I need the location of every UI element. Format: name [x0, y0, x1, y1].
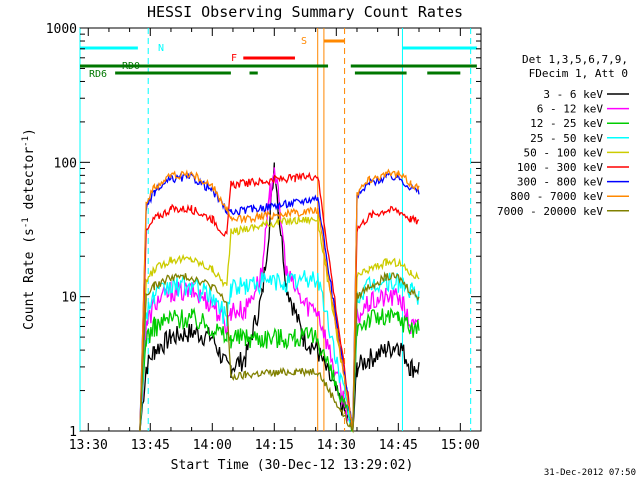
legend-label-0: 3 - 6 keV [543, 88, 603, 101]
series-line-4 [139, 215, 420, 432]
series-group [139, 162, 420, 434]
series-line-8 [139, 271, 420, 434]
legend-label-7: 800 - 7000 keV [510, 190, 603, 203]
y-tick-label-2: 100 [54, 156, 77, 171]
legend-label-1: 6 - 12 keV [537, 103, 604, 116]
legend-label-3: 25 - 50 keV [530, 132, 603, 145]
y-axis: 1 10 100 1000 [46, 22, 481, 440]
x-tick-label-4: 14:30 [317, 438, 356, 453]
y-tick-label-0: 1 [69, 425, 77, 440]
legend-header-0: Det 1,3,5,6,7,9, [522, 53, 628, 66]
legend-header-1: FDecim 1, Att 0 [529, 67, 628, 80]
flags-group: N F S RD0 RD6 [80, 36, 477, 80]
flag-label-1: F [231, 53, 237, 64]
legend-label-5: 100 - 300 keV [517, 161, 603, 174]
x-tick-label-3: 14:15 [255, 438, 294, 453]
series-line-5 [139, 171, 420, 432]
x-tick-label-0: 13:30 [69, 438, 108, 453]
x-axis: 13:30 13:45 14:00 14:15 14:30 14:45 15:00 [69, 28, 482, 453]
x-tick-label-6: 15:00 [441, 438, 480, 453]
legend: Det 1,3,5,6,7,9,FDecim 1, Att 0 3 - 6 keV… [497, 53, 629, 218]
x-tick-label-2: 14:00 [193, 438, 232, 453]
legend-label-4: 50 - 100 keV [524, 146, 604, 159]
flag-label-3: RD0 [122, 61, 140, 72]
chart-title: HESSI Observing Summary Count Rates [147, 3, 463, 21]
y-tick-label-3: 1000 [46, 22, 77, 37]
legend-label-2: 12 - 25 keV [530, 117, 603, 130]
x-tick-label-5: 14:45 [379, 438, 418, 453]
footer-date: 31-Dec-2012 07:50 [544, 468, 636, 478]
series-line-1 [139, 167, 420, 432]
legend-label-8: 7000 - 20000 keV [497, 205, 603, 218]
x-axis-label: Start Time (30-Dec-12 13:29:02) [171, 458, 414, 473]
series-line-7 [139, 168, 420, 432]
x-tick-label-1: 13:45 [131, 438, 170, 453]
y-tick-label-1: 10 [61, 291, 77, 306]
flag-label-0: N [158, 43, 164, 54]
series-line-2 [139, 306, 420, 432]
flag-label-2: S [301, 36, 307, 47]
y-axis-label: Count Rate (s-1 detector-1) [21, 128, 37, 330]
legend-label-6: 300 - 800 keV [517, 176, 603, 189]
flag-label-4: RD6 [89, 69, 107, 80]
